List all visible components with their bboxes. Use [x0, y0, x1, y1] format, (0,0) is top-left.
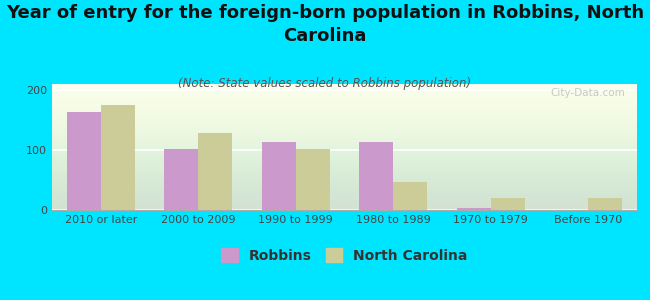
Bar	[296, 149, 330, 210]
Text: (Note: State values scaled to Robbins population): (Note: State values scaled to Robbins po…	[179, 76, 471, 89]
Bar	[198, 133, 233, 210]
Bar	[66, 112, 101, 210]
Bar	[491, 198, 525, 210]
Bar	[457, 208, 491, 210]
Text: City-Data.com: City-Data.com	[551, 88, 625, 98]
Text: Year of entry for the foreign-born population in Robbins, North
Carolina: Year of entry for the foreign-born popul…	[6, 4, 644, 45]
Bar	[393, 182, 428, 210]
Bar	[164, 149, 198, 210]
Bar	[588, 198, 623, 210]
Bar	[261, 142, 296, 210]
Legend: Robbins, North Carolina: Robbins, North Carolina	[216, 243, 473, 268]
Bar	[101, 105, 135, 210]
Bar	[359, 142, 393, 210]
